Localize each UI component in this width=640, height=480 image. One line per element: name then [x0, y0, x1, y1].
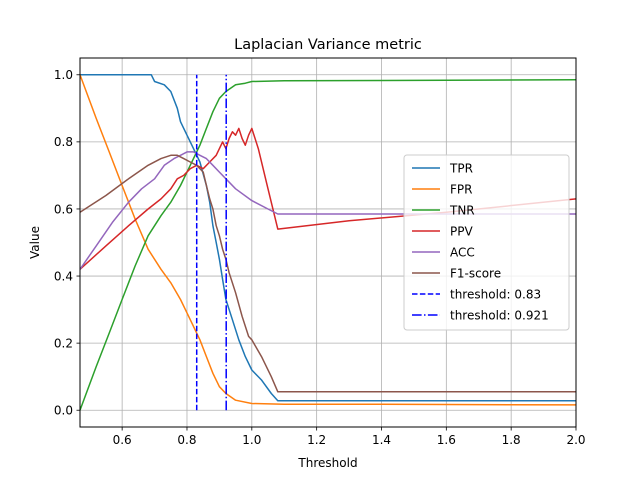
series-f1-score-line [79, 154, 576, 393]
y-tick-label: 0.0 [54, 404, 73, 418]
x-axis: 0.6 0.8 1.0 1.2 1.4 1.6 1.8 2.0 [113, 427, 586, 447]
y-axis: 0.0 0.2 0.4 0.6 0.8 1.0 [54, 68, 80, 418]
y-tick-label: 1.0 [54, 68, 73, 82]
series-acc-line [79, 151, 576, 270]
x-tick-label: 1.0 [242, 433, 261, 447]
legend-label: PPV [450, 224, 473, 238]
x-axis-label: Threshold [297, 456, 357, 470]
x-tick-label: 1.2 [307, 433, 326, 447]
x-tick-label: 0.6 [113, 433, 132, 447]
legend-box [403, 154, 570, 331]
x-tick-label: 1.8 [502, 433, 521, 447]
legend-label: TNR [449, 203, 475, 217]
legend-label: threshold: 0.921 [450, 308, 549, 322]
y-axis-label: Value [28, 226, 42, 259]
series-tpr-line [80, 74, 576, 402]
legend-label: ACC [450, 245, 475, 259]
y-tick-label: 0.8 [54, 135, 73, 149]
legend-label: F1-score [450, 266, 501, 280]
y-tick-label: 0.4 [54, 269, 73, 283]
legend-label: TPR [449, 161, 473, 175]
legend: TPR FPR TNR PPV ACC F1-score threshold: 0.83 th… [403, 154, 570, 331]
legend-label: threshold: 0.83 [450, 287, 541, 301]
chart-title: Laplacian Variance metric [234, 37, 422, 53]
x-tick-label: 0.8 [177, 433, 196, 447]
y-tick-label: 0.6 [54, 202, 73, 216]
x-tick-label: 2.0 [566, 433, 585, 447]
legend-label: FPR [450, 182, 472, 196]
plot-frame [79, 57, 577, 428]
y-tick-label: 0.2 [54, 336, 73, 350]
x-tick-label: 1.6 [437, 433, 456, 447]
plot-lines [79, 74, 577, 411]
x-tick-label: 1.4 [372, 433, 391, 447]
series-tnr-line [79, 79, 577, 411]
